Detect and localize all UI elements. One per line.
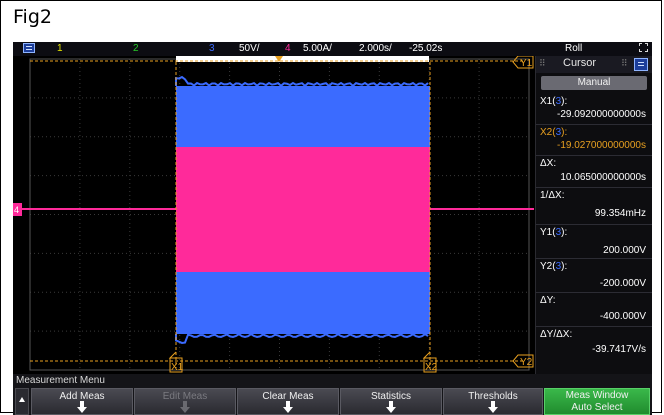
delta-y-label: ΔY: bbox=[540, 295, 556, 306]
drag-handle-icon[interactable]: ⠿ bbox=[539, 58, 546, 68]
cursor-panel-header: ⠿ Cursor ⠿ bbox=[536, 56, 652, 73]
delta-x-value: 10.065000000000s bbox=[560, 172, 646, 183]
drag-handle-icon[interactable]: ⠿ bbox=[621, 58, 628, 68]
x1-label: X1(3): bbox=[540, 96, 568, 107]
softkey-label: Thresholds bbox=[468, 391, 518, 402]
softkey-bar: Measurement Menu Add Meas Edit Meas Clea… bbox=[13, 374, 652, 415]
arrow-down-icon bbox=[77, 401, 87, 413]
y1-cursor-label: Y1 bbox=[520, 58, 533, 69]
meas-window-softkey[interactable]: Meas Window Auto Select bbox=[544, 388, 650, 415]
waveform-display[interactable]: Y1 Y2 X1 X2 4 bbox=[13, 56, 534, 374]
channel-3-indicator[interactable]: 3 bbox=[209, 43, 215, 54]
y2-cursor-label: Y2 bbox=[520, 357, 533, 368]
inverse-delta-x-label: 1/ΔX: bbox=[540, 190, 565, 201]
channel-4-ground-marker bbox=[13, 203, 22, 216]
delta-y-over-delta-x-label: ΔY/ΔX: bbox=[540, 329, 573, 340]
arrow-down-icon bbox=[488, 401, 498, 413]
channel-2-indicator[interactable]: 2 bbox=[133, 43, 139, 54]
softkey-label: Clear Meas bbox=[262, 391, 314, 402]
softkey-sublabel: Auto Select bbox=[571, 402, 623, 413]
softkey-label: Edit Meas bbox=[162, 391, 208, 402]
arrow-down-icon bbox=[386, 401, 396, 413]
channel-4-trace bbox=[176, 147, 430, 272]
waveform-svg: Y1 Y2 X1 X2 4 bbox=[13, 56, 534, 373]
softkey-label: Meas Window bbox=[565, 390, 629, 401]
timebase-scale[interactable]: 2.000s/ bbox=[359, 43, 392, 54]
time-delay[interactable]: -25.02s bbox=[409, 43, 443, 54]
status-bar: 1 2 3 50V/ 4 5.00A/ 2.000s/ -25.02s Roll bbox=[13, 42, 652, 56]
channel-3-noise-edge bbox=[175, 75, 429, 88]
menu-title: Measurement Menu bbox=[16, 375, 105, 386]
y2-value: -200.000V bbox=[599, 278, 646, 289]
x2-cursor-tag bbox=[422, 351, 437, 373]
cursor-mode-badge[interactable]: Manual bbox=[541, 76, 647, 90]
y1-cursor-tag bbox=[512, 56, 534, 69]
divider bbox=[536, 187, 652, 188]
acquisition-mode[interactable]: Roll bbox=[565, 43, 583, 54]
channel-4-ground-label: 4 bbox=[14, 205, 19, 215]
oscilloscope-screen: 1 2 3 50V/ 4 5.00A/ 2.000s/ -25.02s Roll… bbox=[13, 42, 652, 415]
divider bbox=[536, 124, 652, 125]
y1-label: Y1(3): bbox=[540, 227, 568, 238]
y2-label: Y2(3): bbox=[540, 261, 568, 272]
x2-cursor-label: X2 bbox=[425, 362, 438, 373]
fullscreen-icon[interactable] bbox=[639, 43, 648, 52]
divider bbox=[536, 326, 652, 327]
delta-x-label: ΔX: bbox=[540, 158, 557, 169]
figure-label: Fig2 bbox=[13, 6, 52, 28]
x2-label: X2(3): bbox=[540, 127, 568, 138]
clear-meas-softkey[interactable]: Clear Meas bbox=[237, 388, 339, 415]
statistics-softkey[interactable]: Statistics bbox=[340, 388, 442, 415]
channel-1-indicator[interactable]: 1 bbox=[57, 43, 63, 54]
divider bbox=[536, 224, 652, 225]
y1-value: 200.000V bbox=[603, 245, 646, 256]
add-meas-softkey[interactable]: Add Meas bbox=[31, 388, 133, 415]
channel-4-indicator[interactable]: 4 bbox=[285, 43, 291, 54]
run-indicator-bar bbox=[176, 56, 429, 62]
channel-3-scale[interactable]: 50V/ bbox=[239, 43, 260, 54]
divider bbox=[536, 292, 652, 293]
softkey-label: Statistics bbox=[370, 391, 411, 402]
x1-cursor-label: X1 bbox=[171, 362, 184, 373]
edit-meas-softkey[interactable]: Edit Meas bbox=[134, 388, 236, 415]
arrow-down-icon bbox=[283, 401, 293, 413]
thresholds-softkey[interactable]: Thresholds bbox=[443, 388, 543, 415]
delta-y-over-delta-x-value: -39.7417V/s bbox=[592, 344, 646, 355]
x1-cursor-tag bbox=[168, 351, 183, 373]
cursor-panel-title: Cursor bbox=[563, 57, 597, 69]
main-menu-icon[interactable] bbox=[23, 43, 35, 53]
x2-value: -19.027000000000s bbox=[557, 140, 646, 151]
channel-3-noise-edge bbox=[175, 332, 429, 344]
trigger-marker-icon bbox=[275, 56, 283, 62]
softkey-label: Add Meas bbox=[59, 391, 105, 402]
cursor-panel: ⠿ Cursor ⠿ Manual X1(3): -29.09200000000… bbox=[535, 56, 652, 374]
x1-value: -29.092000000000s bbox=[557, 109, 646, 120]
arrow-down-icon bbox=[180, 401, 190, 413]
divider bbox=[536, 258, 652, 259]
menu-up-icon[interactable] bbox=[15, 388, 29, 415]
divider bbox=[536, 155, 652, 156]
y2-cursor-tag bbox=[512, 354, 534, 368]
channel-4-scale[interactable]: 5.00A/ bbox=[303, 43, 332, 54]
delta-y-value: -400.000V bbox=[599, 311, 646, 322]
inverse-delta-x-value: 99.354mHz bbox=[594, 208, 646, 219]
panel-menu-icon[interactable] bbox=[634, 58, 648, 71]
